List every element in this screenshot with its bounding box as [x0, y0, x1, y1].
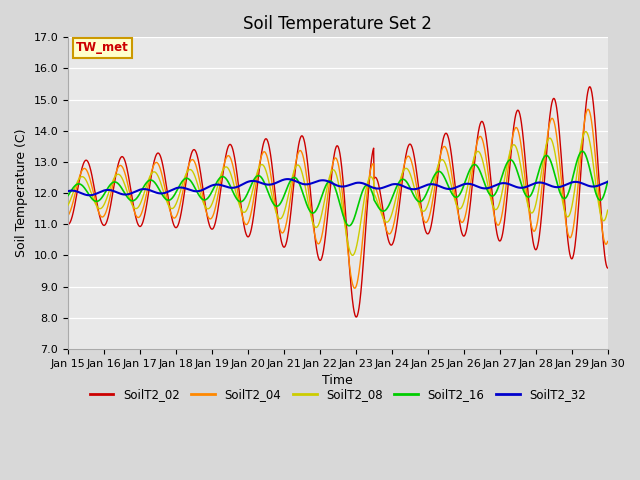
- Y-axis label: Soil Temperature (C): Soil Temperature (C): [15, 129, 28, 257]
- Title: Soil Temperature Set 2: Soil Temperature Set 2: [243, 15, 432, 33]
- X-axis label: Time: Time: [323, 374, 353, 387]
- Text: TW_met: TW_met: [76, 41, 129, 54]
- Legend: SoilT2_02, SoilT2_04, SoilT2_08, SoilT2_16, SoilT2_32: SoilT2_02, SoilT2_04, SoilT2_08, SoilT2_…: [85, 383, 591, 406]
